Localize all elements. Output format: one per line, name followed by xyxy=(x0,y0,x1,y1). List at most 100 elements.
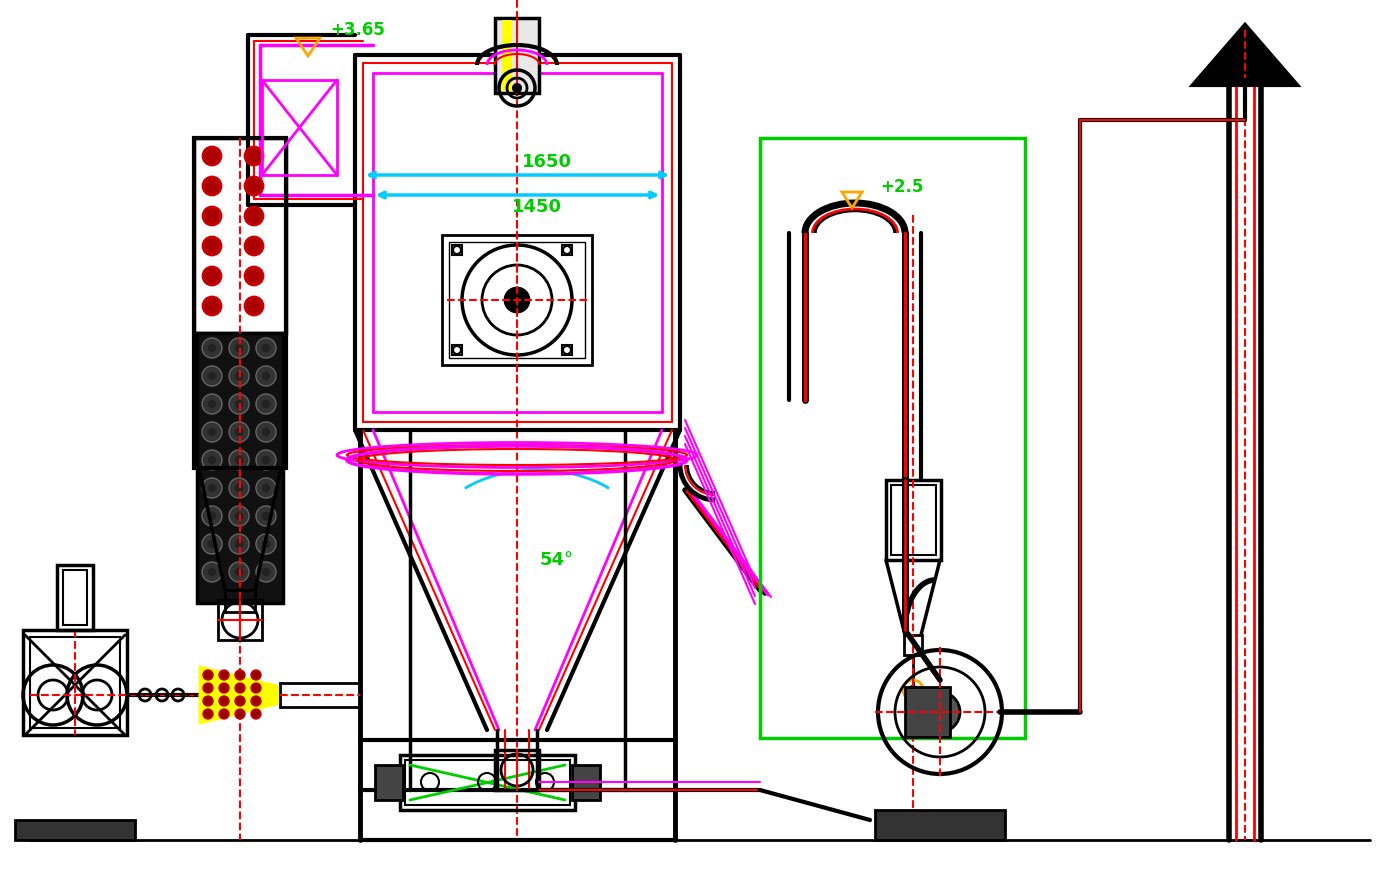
Circle shape xyxy=(202,534,222,554)
Circle shape xyxy=(261,511,270,521)
Circle shape xyxy=(234,567,244,577)
Circle shape xyxy=(245,147,263,165)
Circle shape xyxy=(206,343,217,353)
Bar xyxy=(197,333,283,603)
Circle shape xyxy=(202,338,222,358)
Circle shape xyxy=(229,534,250,554)
Circle shape xyxy=(202,394,222,414)
Bar xyxy=(562,245,572,255)
Circle shape xyxy=(251,709,261,719)
Circle shape xyxy=(245,267,263,285)
Bar xyxy=(495,18,539,93)
Bar xyxy=(875,810,1005,840)
Circle shape xyxy=(236,709,245,719)
Circle shape xyxy=(229,506,250,526)
Bar xyxy=(375,765,403,800)
Circle shape xyxy=(920,692,960,732)
Circle shape xyxy=(513,84,521,92)
Bar xyxy=(442,235,592,365)
Circle shape xyxy=(229,338,250,358)
Circle shape xyxy=(219,683,229,693)
Circle shape xyxy=(234,371,244,381)
Circle shape xyxy=(204,207,222,225)
Circle shape xyxy=(256,394,276,414)
Bar xyxy=(562,345,572,355)
Circle shape xyxy=(206,483,217,493)
Circle shape xyxy=(251,670,261,680)
Circle shape xyxy=(229,562,250,582)
Circle shape xyxy=(256,478,276,498)
Circle shape xyxy=(204,177,222,195)
Circle shape xyxy=(256,506,276,526)
Bar xyxy=(903,635,921,655)
Text: 54°: 54° xyxy=(539,551,574,569)
Bar xyxy=(891,485,935,555)
Circle shape xyxy=(909,686,917,694)
Text: 1650: 1650 xyxy=(521,153,572,171)
Bar xyxy=(502,20,512,91)
Circle shape xyxy=(204,267,222,285)
Circle shape xyxy=(261,567,270,577)
Circle shape xyxy=(229,366,250,386)
Circle shape xyxy=(261,539,270,549)
Bar xyxy=(194,138,286,333)
Circle shape xyxy=(202,450,222,470)
Circle shape xyxy=(206,399,217,409)
Bar xyxy=(194,138,286,468)
Bar xyxy=(452,345,461,355)
Circle shape xyxy=(256,366,276,386)
Circle shape xyxy=(229,478,250,498)
Bar xyxy=(449,242,585,358)
Bar xyxy=(57,565,93,630)
Circle shape xyxy=(206,567,217,577)
Text: 1450: 1450 xyxy=(512,198,562,216)
Bar xyxy=(15,820,135,840)
Bar xyxy=(262,80,337,175)
Circle shape xyxy=(236,696,245,706)
Circle shape xyxy=(261,371,270,381)
Circle shape xyxy=(219,709,229,719)
Bar xyxy=(63,570,86,625)
Circle shape xyxy=(234,483,244,493)
Circle shape xyxy=(206,511,217,521)
Circle shape xyxy=(234,511,244,521)
Circle shape xyxy=(236,670,245,680)
Circle shape xyxy=(234,539,244,549)
Circle shape xyxy=(204,237,222,255)
Circle shape xyxy=(202,478,222,498)
Circle shape xyxy=(256,338,276,358)
Bar xyxy=(452,245,461,255)
Circle shape xyxy=(204,147,222,165)
Circle shape xyxy=(236,683,245,693)
Circle shape xyxy=(204,696,213,706)
Circle shape xyxy=(229,422,250,442)
Circle shape xyxy=(229,450,250,470)
Circle shape xyxy=(505,288,528,312)
Bar xyxy=(400,755,574,810)
Bar xyxy=(905,687,949,737)
Circle shape xyxy=(245,237,263,255)
Bar xyxy=(887,480,941,560)
Circle shape xyxy=(261,483,270,493)
Circle shape xyxy=(234,455,244,465)
Circle shape xyxy=(204,709,213,719)
Circle shape xyxy=(202,422,222,442)
Circle shape xyxy=(234,343,244,353)
Polygon shape xyxy=(199,667,280,723)
Circle shape xyxy=(219,696,229,706)
Bar xyxy=(760,138,1025,738)
Circle shape xyxy=(261,343,270,353)
Circle shape xyxy=(245,177,263,195)
Circle shape xyxy=(261,427,270,437)
Circle shape xyxy=(256,450,276,470)
Circle shape xyxy=(229,394,250,414)
Circle shape xyxy=(234,427,244,437)
Circle shape xyxy=(204,297,222,315)
Circle shape xyxy=(245,207,263,225)
Bar xyxy=(217,600,262,640)
Bar xyxy=(495,750,539,790)
Circle shape xyxy=(256,562,276,582)
Circle shape xyxy=(206,371,217,381)
Bar xyxy=(22,630,127,735)
Circle shape xyxy=(261,399,270,409)
